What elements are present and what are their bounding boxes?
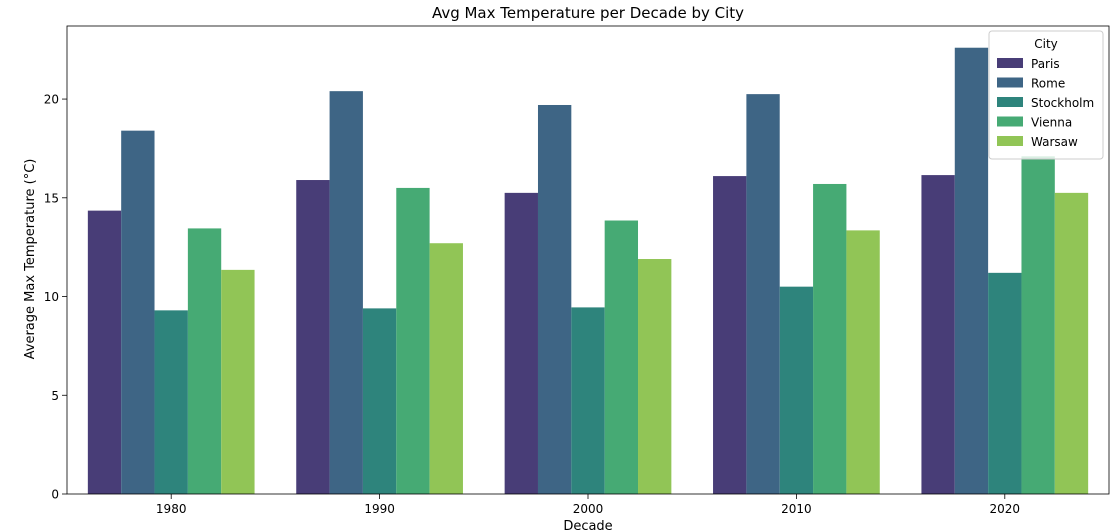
bar-vienna-1990: [396, 187, 430, 495]
legend-swatch-paris: [997, 58, 1023, 68]
y-tick-label: 0: [51, 488, 59, 502]
bar-paris-1990: [296, 180, 330, 494]
x-tick-label: 2020: [990, 502, 1021, 516]
legend-swatch-rome: [997, 77, 1023, 88]
bar-paris-2020: [921, 175, 955, 494]
bar-rome-2010: [746, 94, 780, 494]
legend-label-rome: Rome: [1031, 77, 1065, 91]
legend-title: City: [1034, 37, 1058, 51]
bar-rome-2020: [954, 47, 989, 494]
legend-label-warsaw: Warsaw: [1031, 135, 1078, 149]
y-tick-label: 10: [44, 290, 59, 304]
legend-swatch-vienna: [997, 116, 1023, 127]
bar-stockholm-2010: [779, 286, 814, 494]
legend-label-paris: Paris: [1031, 57, 1060, 71]
bar-stockholm-2020: [988, 272, 1022, 494]
x-tick-label: 1980: [156, 502, 187, 516]
bar-rome-1990: [329, 91, 363, 494]
bar-paris-1980: [87, 210, 122, 494]
y-tick-label: 15: [44, 191, 59, 205]
bar-warsaw-1980: [221, 269, 255, 494]
bar-stockholm-1980: [154, 310, 188, 494]
legend-label-vienna: Vienna: [1031, 116, 1072, 130]
bar-stockholm-1990: [362, 308, 397, 494]
bar-vienna-1980: [187, 228, 222, 494]
y-tick-label: 20: [44, 93, 59, 107]
bar-paris-2010: [713, 176, 747, 494]
x-axis-label: Decade: [563, 519, 612, 532]
legend-label-stockholm: Stockholm: [1031, 96, 1094, 110]
x-tick-label: 2010: [781, 502, 812, 516]
legend-swatch-warsaw: [997, 136, 1023, 146]
plot-area: 0 5 10 15 20 1980 1990 2000 2010 2020: [44, 25, 1110, 516]
y-axis-label: Average Max Temperature (°C): [23, 159, 38, 360]
bar-rome-2000: [537, 104, 572, 495]
x-tick-label: 1990: [364, 502, 395, 516]
bar-paris-2000: [504, 192, 538, 495]
bar-vienna-2000: [604, 220, 639, 494]
chart-title: Avg Max Temperature per Decade by City: [432, 4, 744, 22]
x-tick-label: 2000: [573, 502, 604, 516]
bar-stockholm-2000: [571, 307, 605, 494]
bar-vienna-2010: [813, 183, 847, 494]
legend: City Paris Rome Stockholm Vienna Warsaw: [988, 30, 1104, 160]
bar-warsaw-2020: [1054, 192, 1089, 495]
bar-warsaw-1990: [429, 243, 463, 494]
y-tick-label: 5: [51, 389, 59, 403]
bar-rome-1980: [121, 130, 155, 494]
bar-vienna-2020: [1021, 156, 1055, 494]
legend-swatch-stockholm: [997, 97, 1023, 107]
bar-warsaw-2000: [638, 259, 672, 494]
bar-warsaw-2010: [846, 230, 880, 494]
